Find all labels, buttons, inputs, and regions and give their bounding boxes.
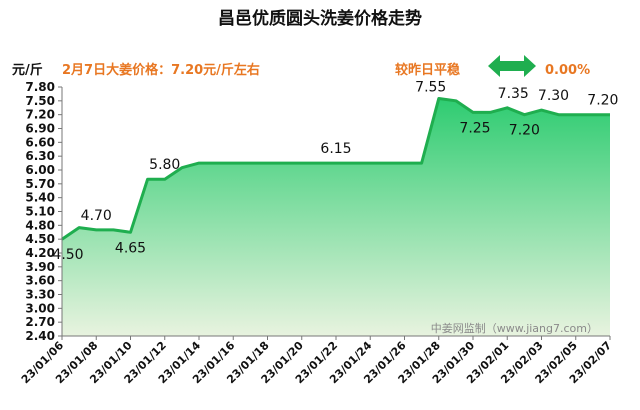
data-label: 7.20 bbox=[587, 93, 618, 109]
y-tick-label: 6.60 bbox=[25, 135, 55, 149]
y-tick-label: 3.30 bbox=[25, 288, 55, 302]
data-label: 7.55 bbox=[415, 80, 446, 96]
data-label: 5.80 bbox=[149, 157, 180, 173]
data-label: 7.35 bbox=[498, 86, 529, 102]
change-value: 0.00% bbox=[545, 63, 590, 78]
change-label: 较昨日平稳 bbox=[395, 62, 460, 78]
y-tick-label: 7.80 bbox=[25, 80, 55, 94]
data-label: 4.50 bbox=[52, 247, 83, 263]
chart-title: 昌邑优质圆头洗姜价格走势 bbox=[218, 8, 422, 29]
y-tick-label: 7.20 bbox=[25, 108, 55, 122]
y-tick-label: 3.00 bbox=[25, 301, 55, 315]
y-tick-label: 2.40 bbox=[25, 329, 55, 343]
y-tick-label: 6.00 bbox=[25, 163, 55, 177]
data-label: 4.70 bbox=[81, 208, 112, 224]
price-line bbox=[61, 97, 610, 241]
watermark: 中姜网监制（www.jiang7.com） bbox=[431, 321, 598, 335]
y-tick-label: 5.70 bbox=[25, 177, 55, 191]
y-tick-label: 7.50 bbox=[25, 94, 55, 108]
price-note: 2月7日大姜价格：7.20元/斤左右 bbox=[62, 62, 260, 78]
y-tick-label: 4.80 bbox=[25, 218, 55, 232]
y-tick-label: 6.90 bbox=[25, 122, 55, 136]
data-labels: 4.50 4.704.65 5.80 6.15 7.55 7.25 7.35 7.20 7.30… bbox=[52, 80, 618, 264]
plot-area bbox=[61, 97, 610, 336]
data-label: 7.30 bbox=[538, 88, 569, 104]
y-tick-label: 3.60 bbox=[25, 274, 55, 288]
data-label: 6.15 bbox=[320, 141, 351, 157]
y-tick-label: 2.70 bbox=[25, 315, 55, 329]
price-area bbox=[62, 98, 610, 336]
double-arrow-icon bbox=[488, 55, 536, 77]
y-tick-label: 5.10 bbox=[25, 205, 55, 219]
data-label: 7.20 bbox=[509, 123, 540, 139]
y-tick-label: 3.90 bbox=[25, 260, 55, 274]
data-label: 7.25 bbox=[459, 120, 490, 136]
y-unit-label: 元/斤 bbox=[12, 62, 43, 78]
y-tick-label: 4.20 bbox=[25, 246, 55, 260]
data-label: 4.65 bbox=[115, 240, 146, 256]
y-tick-label: 5.40 bbox=[25, 191, 55, 205]
y-tick-label: 4.50 bbox=[25, 232, 55, 246]
y-tick-label: 6.30 bbox=[25, 149, 55, 163]
